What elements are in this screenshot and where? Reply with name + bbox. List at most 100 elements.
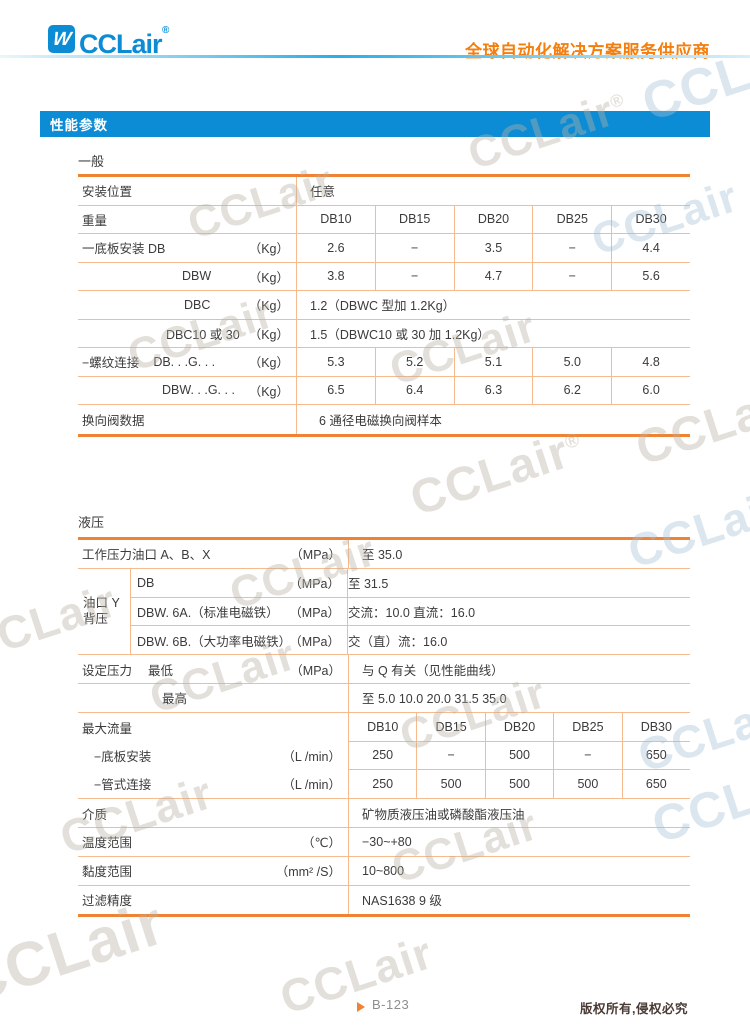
table-cell: 5.2 — [374, 348, 454, 376]
table-row: 过滤精度 NAS1638 9 级 — [78, 885, 690, 915]
flow-labels: 最大流量 −底板安装 （L /min） −管式连接 （L /min） — [78, 712, 349, 799]
company-slogan: 全球自动化解决方案服务供应商 — [465, 42, 710, 61]
unit-label: （MPa） — [290, 548, 341, 563]
row-value: 6 通径电磁换向阀样本 — [319, 413, 442, 428]
table-row: DBW. 6B.（大功率电磁铁） （MPa） 交（直）流：16.0 — [131, 626, 690, 655]
table-row: 一底板安装 DB （Kg） 2.6 − 3.5 − 4.4 — [78, 234, 690, 263]
header-divider — [0, 55, 750, 58]
table-cell: − — [374, 262, 454, 290]
logo-text: CCLair — [79, 29, 163, 59]
table-cell: 650 — [621, 770, 690, 799]
model-label: DB. . .G. . . — [153, 354, 216, 369]
table-row: DB （MPa） 至 31.5 — [131, 568, 690, 598]
row-value: 至 31.5 — [348, 577, 389, 592]
table-cell: 6.5 — [327, 383, 345, 398]
table-row: 最高 至 5.0 10.0 20.0 31.5 35.0 — [78, 683, 690, 713]
column-header: DB30 — [621, 712, 690, 741]
general-block-title: 一般 — [78, 154, 105, 169]
table-cell: 500 — [553, 770, 621, 799]
column-header: DB10 — [320, 212, 352, 227]
page-number: B-123 — [372, 997, 410, 1012]
row-value: NAS1638 9 级 — [362, 894, 442, 909]
table-cell: 500 — [484, 741, 553, 770]
page-marker-icon — [357, 1002, 365, 1012]
table-cell: 500 — [484, 770, 553, 799]
table-row: 工作压力油口 A、B、X （MPa） 至 35.0 — [78, 540, 690, 569]
row-value: 至 5.0 10.0 20.0 31.5 35.0 — [362, 692, 507, 707]
unit-label: （Kg） — [248, 384, 289, 399]
table-row: DBC （Kg） 1.2（DBWC 型加 1.2Kg） — [78, 291, 690, 320]
column-header: DB10 — [367, 719, 399, 734]
column-header: DB20 — [453, 205, 533, 233]
column-header: DB25 — [553, 712, 621, 741]
table-row: 温度范围 （℃） −30~+80 — [78, 827, 690, 857]
table-cell: 650 — [621, 741, 690, 770]
unit-label: （MPa） — [289, 577, 340, 592]
row-value: 矿物质液压油或磷酸酯液压油 — [362, 807, 525, 822]
table-row: DBW. 6A.（标准电磁铁） （MPa） 交流：10.0 直流：16.0 — [131, 597, 690, 627]
table-cell: 3.5 — [453, 234, 533, 262]
table-cell: 5.3 — [327, 354, 345, 369]
table-cell: 4.4 — [611, 234, 690, 262]
row-sublabel: −管式连接 — [94, 778, 152, 793]
row-label: 最高 — [162, 692, 188, 707]
row-label: 一底板安装 DB — [82, 242, 166, 257]
row-value: 10~800 — [362, 863, 405, 878]
table-cell: 6.2 — [532, 376, 611, 404]
row-label: 重量 — [82, 213, 108, 228]
column-header: DB20 — [484, 712, 553, 741]
row-label: 工作压力油口 A、B、X — [82, 548, 211, 563]
unit-label: （L /min） — [282, 778, 341, 793]
model-label: DBW. . .G. . . — [162, 383, 235, 398]
port-y-group: 油口 Y 背压 DB （MPa） 至 31.5 DBW. 6A.（标准电磁铁） … — [78, 568, 690, 656]
row-label: DBW. 6B.（大功率电磁铁） — [137, 634, 292, 649]
table-cell: 5.0 — [532, 348, 611, 376]
table-cell: 500 — [416, 770, 484, 799]
table-cell: 5.1 — [453, 348, 533, 376]
unit-label: （Kg） — [248, 356, 289, 371]
row-label: DB — [137, 575, 155, 590]
row-label: DBW. 6A.（标准电磁铁） — [137, 605, 279, 620]
table-cell: 250 — [372, 748, 394, 763]
table-cell: 4.8 — [611, 348, 690, 376]
logo-mark-icon: W — [51, 28, 72, 50]
table-row: DBC10 或 30 （Kg） 1.5（DBWC10 或 30 加 1.2Kg） — [78, 319, 690, 348]
table-cell: 3.8 — [327, 269, 345, 284]
group-label: 油口 Y 背压 — [78, 568, 131, 655]
unit-label: （Kg） — [248, 327, 289, 342]
table-cell: − — [532, 262, 611, 290]
row-value: 交（直）流：16.0 — [348, 634, 448, 649]
unit-label: （℃） — [301, 836, 341, 851]
table-row: DBW （Kg） 3.8 − 4.7 − 5.6 — [78, 262, 690, 291]
column-header: DB15 — [374, 205, 454, 233]
unit-label: （MPa） — [290, 663, 341, 678]
row-value: 1.2（DBWC 型加 1.2Kg） — [310, 299, 456, 314]
row-label: DBW — [182, 269, 212, 284]
hydraulic-block-title: 液压 — [78, 515, 105, 530]
table-cell: 2.6 — [327, 240, 345, 255]
table-cell: 250 — [372, 777, 394, 792]
row-label: 最大流量 — [82, 721, 133, 736]
table-row: 黏度范围 （mm² /S） 10~800 — [78, 856, 690, 886]
row-value: 至 35.0 — [362, 548, 403, 563]
unit-label: （Kg） — [248, 270, 289, 285]
copyright-notice: 版权所有,侵权必究 — [580, 1002, 688, 1016]
row-sublabel: 最低 — [148, 663, 174, 678]
table-cell: 5.6 — [611, 262, 690, 290]
unit-label: （Kg） — [248, 299, 289, 314]
table-cell: 6.0 — [611, 376, 690, 404]
row-label: 黏度范围 — [82, 865, 133, 880]
unit-label: （MPa） — [289, 605, 340, 620]
unit-label: （L /min） — [282, 749, 341, 764]
unit-label: （mm² /S） — [275, 865, 341, 880]
table-row: DB10 DB15 DB20 DB25 DB30 — [349, 712, 690, 742]
table-cell: 6.3 — [453, 376, 533, 404]
logo: W — [48, 25, 75, 53]
table-cell: − — [532, 234, 611, 262]
row-label: 介质 — [82, 807, 108, 822]
row-sublabel: −底板安装 — [94, 749, 152, 764]
table-cell: − — [416, 741, 484, 770]
table-cell: 4.7 — [453, 262, 533, 290]
row-value: 1.5（DBWC10 或 30 加 1.2Kg） — [310, 327, 490, 342]
column-header: DB15 — [416, 712, 484, 741]
